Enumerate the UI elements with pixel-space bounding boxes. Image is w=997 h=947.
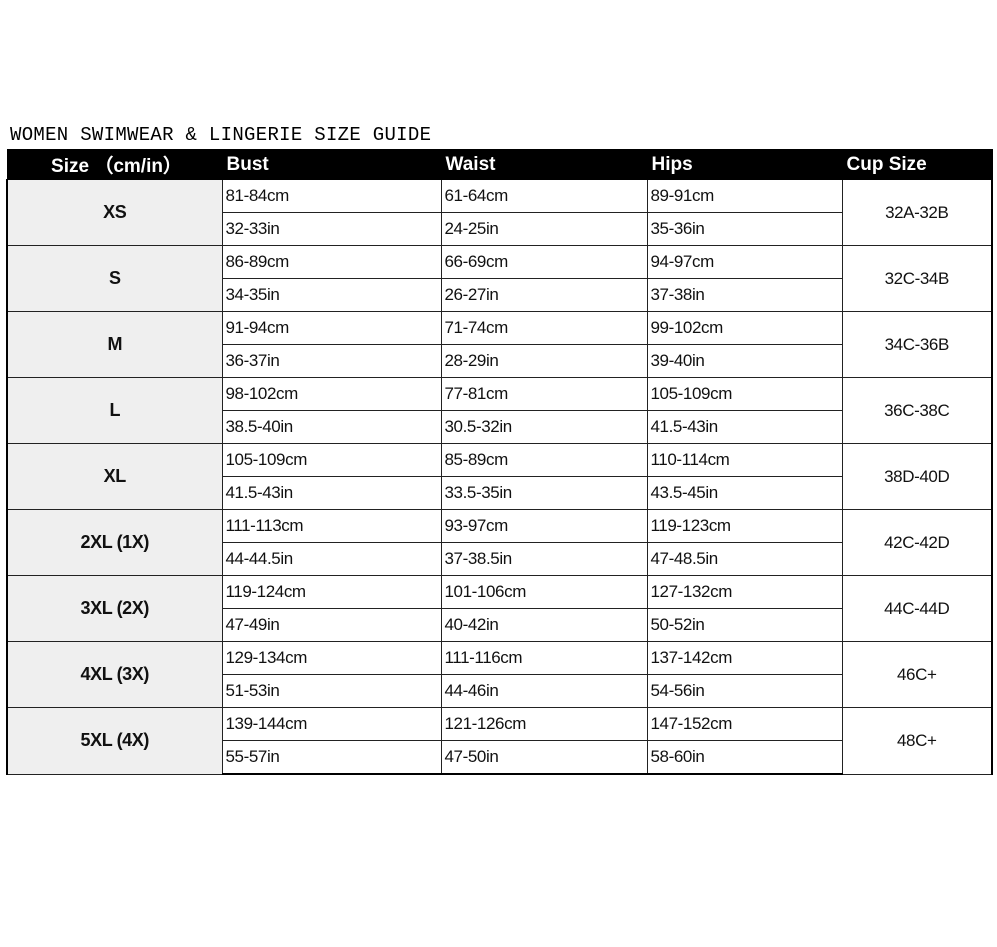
table-row-in: 51-53in 44-46in 54-56in: [7, 674, 992, 708]
waist-cell: 111-116cm: [440, 641, 648, 675]
bust-cell: 36-37in: [221, 344, 442, 378]
hips-cell: 50-52in: [646, 608, 843, 642]
table-row-in: 47-49in 40-42in 50-52in: [7, 608, 992, 642]
waist-cell: 30.5-32in: [440, 410, 648, 444]
size-cell: 2XL (1X): [6, 509, 223, 576]
header-hips: Hips: [646, 149, 843, 180]
table-row-cm: 4XL (3X) 129-134cm 111-116cm 137-142cm 46C+: [6, 641, 993, 708]
table-row-cm: XS 81-84cm 61-64cm 89-91cm 32A-32B: [6, 179, 993, 246]
table-row-cm: 5XL (4X) 139-144cm 121-126cm 147-152cm 48C+: [6, 707, 993, 775]
size-cell: M: [6, 311, 223, 378]
table-row-cm: 3XL (2X) 119-124cm 101-106cm 127-132cm 44C-4…: [6, 575, 993, 642]
cup-size-cell: 34C-36B: [841, 311, 993, 378]
table-row-in: 34-35in 26-27in 37-38in: [7, 278, 992, 312]
size-cell: XS: [6, 179, 223, 246]
hips-cell: 54-56in: [646, 674, 843, 708]
bust-cell: 38.5-40in: [221, 410, 442, 444]
waist-cell: 44-46in: [440, 674, 648, 708]
hips-cell: 99-102cm: [646, 311, 843, 345]
cup-size-cell: 46C+: [841, 641, 993, 708]
waist-cell: 77-81cm: [440, 377, 648, 411]
header-bust: Bust: [221, 149, 442, 180]
bust-cell: 105-109cm: [221, 443, 442, 477]
hips-cell: 37-38in: [646, 278, 843, 312]
header-row: Size （cm/in） Bust Waist Hips Cup Size: [6, 149, 993, 180]
waist-cell: 85-89cm: [440, 443, 648, 477]
hips-cell: 39-40in: [646, 344, 843, 378]
hips-cell: 119-123cm: [646, 509, 843, 543]
table-row-cm: XL 105-109cm 85-89cm 110-114cm 38D-40D: [6, 443, 993, 510]
header-size: Size （cm/in）: [6, 149, 223, 180]
bust-cell: 129-134cm: [221, 641, 442, 675]
cup-size-cell: 32A-32B: [841, 179, 993, 246]
bust-cell: 55-57in: [221, 740, 442, 775]
page-title: WOMEN SWIMWEAR & LINGERIE SIZE GUIDE: [10, 124, 432, 146]
size-cell: L: [6, 377, 223, 444]
bust-cell: 41.5-43in: [221, 476, 442, 510]
bust-cell: 81-84cm: [221, 179, 442, 213]
size-cell: 3XL (2X): [6, 575, 223, 642]
size-guide-table: Size （cm/in） Bust Waist Hips Cup Size XS…: [6, 149, 993, 775]
hips-cell: 43.5-45in: [646, 476, 843, 510]
size-cell: S: [6, 245, 223, 312]
hips-cell: 110-114cm: [646, 443, 843, 477]
bust-cell: 111-113cm: [221, 509, 442, 543]
header-waist: Waist: [440, 149, 648, 180]
cup-size-cell: 48C+: [841, 707, 993, 775]
table-row-cm: S 86-89cm 66-69cm 94-97cm 32C-34B: [6, 245, 993, 312]
table-row-in: 36-37in 28-29in 39-40in: [7, 344, 992, 378]
hips-cell: 35-36in: [646, 212, 843, 246]
size-cell: 5XL (4X): [6, 707, 223, 775]
waist-cell: 61-64cm: [440, 179, 648, 213]
bust-cell: 119-124cm: [221, 575, 442, 609]
cup-size-cell: 44C-44D: [841, 575, 993, 642]
bust-cell: 44-44.5in: [221, 542, 442, 576]
cup-size-cell: 32C-34B: [841, 245, 993, 312]
waist-cell: 71-74cm: [440, 311, 648, 345]
size-cell: 4XL (3X): [6, 641, 223, 708]
table-row-in: 32-33in 24-25in 35-36in: [7, 212, 992, 246]
waist-cell: 66-69cm: [440, 245, 648, 279]
hips-cell: 94-97cm: [646, 245, 843, 279]
hips-cell: 147-152cm: [646, 707, 843, 741]
header-cup-size: Cup Size: [841, 149, 993, 180]
waist-cell: 47-50in: [440, 740, 648, 775]
hips-cell: 127-132cm: [646, 575, 843, 609]
waist-cell: 26-27in: [440, 278, 648, 312]
bust-cell: 86-89cm: [221, 245, 442, 279]
waist-cell: 121-126cm: [440, 707, 648, 741]
waist-cell: 28-29in: [440, 344, 648, 378]
table-row-in: 41.5-43in 33.5-35in 43.5-45in: [7, 476, 992, 510]
size-cell: XL: [6, 443, 223, 510]
hips-cell: 58-60in: [646, 740, 843, 775]
cup-size-cell: 36C-38C: [841, 377, 993, 444]
hips-cell: 89-91cm: [646, 179, 843, 213]
bust-cell: 51-53in: [221, 674, 442, 708]
hips-cell: 41.5-43in: [646, 410, 843, 444]
hips-cell: 105-109cm: [646, 377, 843, 411]
table-row-in: 44-44.5in 37-38.5in 47-48.5in: [7, 542, 992, 576]
cup-size-cell: 42C-42D: [841, 509, 993, 576]
hips-cell: 137-142cm: [646, 641, 843, 675]
hips-cell: 47-48.5in: [646, 542, 843, 576]
waist-cell: 24-25in: [440, 212, 648, 246]
table-row-cm: M 91-94cm 71-74cm 99-102cm 34C-36B: [6, 311, 993, 378]
bust-cell: 91-94cm: [221, 311, 442, 345]
bust-cell: 34-35in: [221, 278, 442, 312]
bust-cell: 139-144cm: [221, 707, 442, 741]
waist-cell: 40-42in: [440, 608, 648, 642]
table-row-cm: 2XL (1X) 111-113cm 93-97cm 119-123cm 42C-42D: [6, 509, 993, 576]
cup-size-cell: 38D-40D: [841, 443, 993, 510]
waist-cell: 37-38.5in: [440, 542, 648, 576]
table-row-cm: L 98-102cm 77-81cm 105-109cm 36C-38C: [6, 377, 993, 444]
table-row-in: 38.5-40in 30.5-32in 41.5-43in: [7, 410, 992, 444]
waist-cell: 93-97cm: [440, 509, 648, 543]
table-row-in: 55-57in 47-50in 58-60in: [7, 740, 992, 775]
waist-cell: 101-106cm: [440, 575, 648, 609]
bust-cell: 32-33in: [221, 212, 442, 246]
bust-cell: 98-102cm: [221, 377, 442, 411]
bust-cell: 47-49in: [221, 608, 442, 642]
waist-cell: 33.5-35in: [440, 476, 648, 510]
